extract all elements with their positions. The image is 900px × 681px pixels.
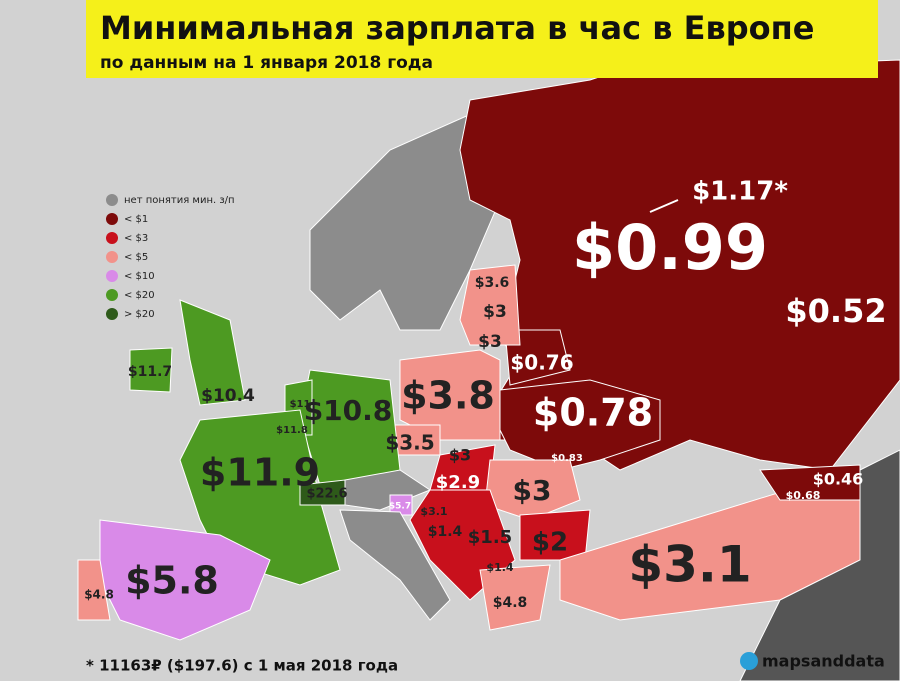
value-label: $5.7 [389,502,411,512]
value-label: $11 [290,399,311,410]
value-label: $0.68 [786,489,821,502]
value-label: $3.1 [420,505,447,518]
value-label: $3 [483,302,507,322]
title: Минимальная зарплата в час в Европе [100,9,814,47]
uk [179,299,246,406]
legend-swatch [106,251,118,263]
value-label: $3.6 [475,275,510,291]
value-label: $4.8 [84,588,114,602]
value-label: $3 [513,474,552,507]
legend-label: < $20 [124,290,155,301]
arrow [649,199,679,213]
value-label: $0.52 [785,292,886,330]
value-label: $0.46 [813,470,864,489]
value-label: $0.83 [551,453,583,464]
value-label: $0.76 [510,351,573,375]
value-label: $11.7 [128,364,172,380]
italy [339,509,451,621]
legend-label: > $20 [124,309,155,320]
legend-swatch [106,213,118,225]
legend-label: < $5 [124,252,148,263]
value-label: $3.5 [385,431,434,455]
value-label: $10.4 [201,386,255,406]
legend-label: < $1 [124,214,148,225]
greece [479,564,551,631]
baltics [459,264,521,346]
subtitle: по данным на 1 января 2018 года [100,53,433,73]
legend-swatch [106,194,118,206]
countries [77,59,900,681]
legend: нет понятия мин. з/п < $1 < $3 < $5 < $10 < $… [106,194,235,320]
scandinavia [309,109,501,331]
legend-swatch [106,308,118,320]
value-labels: $1.17* $0.99 $0.52 $0.76 $0.78 $0.83 $0.… [84,177,886,612]
value-label: $22.6 [306,487,347,502]
value-label: $10.8 [304,394,393,427]
legend-swatch [106,270,118,282]
middle-east [739,449,900,681]
legend-swatch [106,289,118,301]
value-label: $5.8 [125,559,219,603]
value-label: $0.99 [572,211,768,284]
value-label: $4.8 [493,595,528,611]
value-label: $0.78 [533,391,653,435]
value-label: $1.4 [428,524,463,540]
value-label: $3 [449,446,471,465]
brand: mapsanddata [762,652,885,671]
slovenia [389,494,413,516]
footnote: * 11163₽ ($197.6) с 1 мая 2018 года [86,657,398,675]
legend-label: < $3 [124,233,148,244]
legend-label: нет понятия мин. з/п [124,195,235,206]
value-label: $3.8 [401,374,495,418]
legend-swatch [106,232,118,244]
legend-label: < $10 [124,271,155,282]
value-label: $3.1 [628,536,751,594]
value-label: $3 [478,332,502,352]
value-label: $2 [532,528,568,558]
value-label: $11.9 [200,451,320,495]
value-label: $2.9 [436,472,480,493]
telegram-icon [740,652,758,670]
value-label: $1.4 [486,561,513,574]
value-label: $1.5 [468,527,512,548]
poland [399,349,501,441]
portugal [77,559,111,621]
belarus [504,329,571,386]
ireland [129,347,173,393]
title-box [86,0,878,78]
value-label: $11.8 [276,425,308,436]
value-label: $1.17* [692,177,788,207]
